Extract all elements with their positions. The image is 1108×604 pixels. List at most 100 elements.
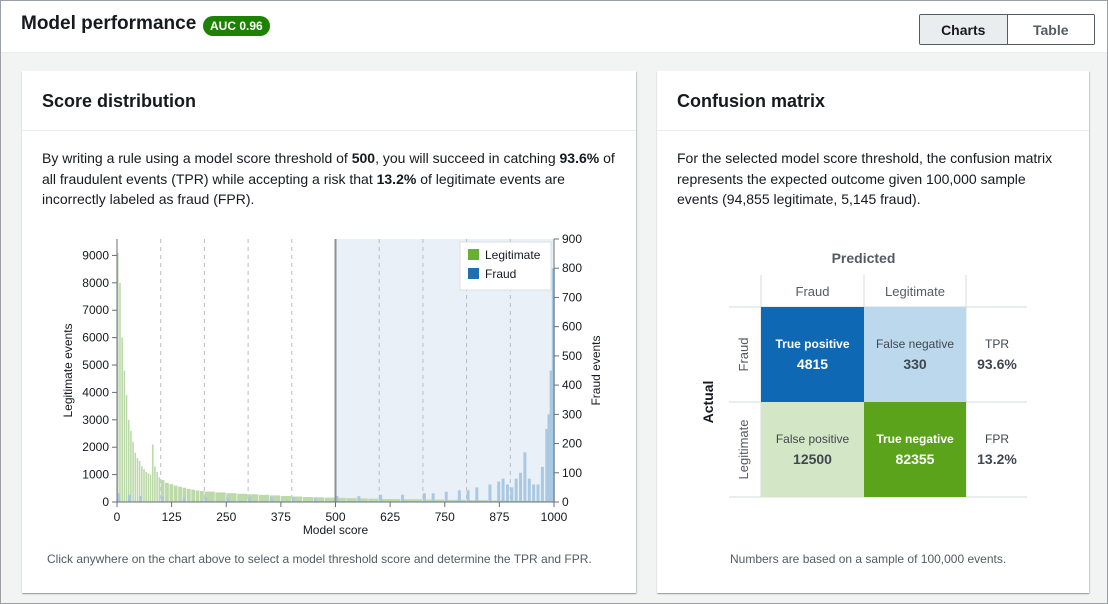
legitimate-bar [335,497,346,502]
fraud-bar [497,481,501,502]
y-right-tick-label: 0 [562,495,569,509]
fraud-bar [357,496,361,502]
fraud-bar [379,494,383,502]
matrix-footnote: Numbers are based on a sample of 100,000… [730,552,1007,566]
fpr-value: 13.2% [376,170,417,187]
fraud-bar [536,484,540,502]
row-label-legitimate: Legitimate [736,420,751,480]
fraud-bar [401,494,405,502]
legitimate-bar [132,441,134,502]
y-right-tick-label: 500 [562,349,582,363]
legitimate-bar [226,493,237,502]
legitimate-bar [357,498,368,502]
tpr-value: 93.6% [559,150,600,166]
score-description: By writing a rule using a model score th… [42,148,622,210]
chart-footnote: Click anywhere on the chart above to sel… [47,552,592,566]
legitimate-bar [401,499,423,502]
fraud-bar [545,428,549,502]
legitimate-bar [346,498,357,502]
legitimate-bar [178,486,182,502]
cell-true-negative-label: True negative [876,432,954,446]
legitimate-bar [147,473,150,502]
confusion-matrix: Predicted Actual Fraud Legitimate Fraud Legit… [700,250,1027,498]
confusion-description: For the selected model score threshold, … [677,150,1053,207]
legitimate-bar [368,498,379,502]
desc-text: , you will succeed in catching [375,150,560,166]
view-toggle: Charts Table [919,14,1095,45]
legitimate-bar [127,419,130,502]
charts-view-button[interactable]: Charts [920,15,1008,44]
legitimate-bar [280,495,292,502]
fraud-bar [457,490,461,502]
fraud-bar [431,493,435,502]
y-left-tick-label: 9000 [82,248,109,262]
panel-title: Score distribution [42,91,197,111]
score-distribution-chart[interactable]: 0100020003000400050006000700080009000010… [22,71,636,551]
y-left-tick-label: 2000 [82,440,109,454]
legitimate-bar [165,482,169,502]
legitimate-bar [121,337,123,502]
fraud-bar [540,466,544,502]
legitimate-bar [125,395,128,502]
auc-badge: AUC 0.96 [203,16,270,36]
x-tick-label: 125 [162,510,182,524]
y-left-tick-label: 5000 [82,358,109,372]
fraud-bar [422,493,426,502]
fraud-bar [488,484,492,502]
fraud-bar [547,414,551,502]
predicted-label: Predicted [832,250,896,266]
y-right-tick-label: 900 [562,232,582,246]
legitimate-bar [136,458,139,502]
rate-value: 13.2% [977,451,1017,467]
legitimate-bar [169,484,174,502]
y-right-tick-label: 800 [562,261,582,275]
legend-label-legitimate: Legitimate [485,248,541,262]
cell-false-negative-value: 330 [903,356,927,372]
legitimate-bar [151,444,154,502]
x-tick-label: 375 [271,510,291,524]
x-tick-label: 750 [435,510,455,524]
y-right-tick-label: 600 [562,320,582,334]
fraud-bar [551,268,555,502]
fraud-bar [475,487,479,502]
table-view-button[interactable]: Table [1007,15,1094,44]
fraud-bar [182,497,186,502]
cell-true-positive-value: 4815 [797,356,828,372]
y-right-tick-label: 400 [562,378,582,392]
column-label-fraud: Fraud [796,284,830,299]
legitimate-bar [200,491,204,502]
x-tick-label: 500 [325,510,345,524]
y-left-axis-label: Legitimate events [61,323,75,417]
legitimate-bar [160,480,165,502]
legitimate-bar [182,487,187,502]
fraud-bar [313,497,317,502]
legitimate-bar [259,494,270,502]
fraud-bar [269,497,273,502]
y-right-tick-label: 100 [562,466,582,480]
fraud-bar [510,487,514,502]
legitimate-bar [173,485,178,502]
rate-label: FPR [985,432,1009,446]
page-title: Model performance [21,13,197,34]
fraud-bar [204,497,208,502]
legend-swatch-legitimate [468,249,479,260]
panel-header: Confusion matrix [657,71,1089,131]
row-label-fraud: Fraud [736,338,751,372]
column-label-legitimate: Legitimate [885,284,945,299]
fraud-bar [523,452,527,502]
fraud-bar [127,494,131,502]
fraud-bar [532,484,536,502]
fraud-bar [505,484,509,502]
legitimate-bar [313,497,324,502]
x-tick-label: 1000 [541,510,568,524]
legitimate-bar [302,497,314,502]
rate-label: TPR [985,337,1009,351]
fraud-bar [117,493,120,502]
legitimate-bar [145,471,147,502]
cell-false-positive-value: 12500 [793,451,832,467]
legitimate-bar [444,499,466,502]
legitimate-bar [143,469,145,502]
legitimate-bar [204,491,215,502]
fraud-bar [501,478,505,502]
y-left-tick-label: 6000 [82,331,109,345]
